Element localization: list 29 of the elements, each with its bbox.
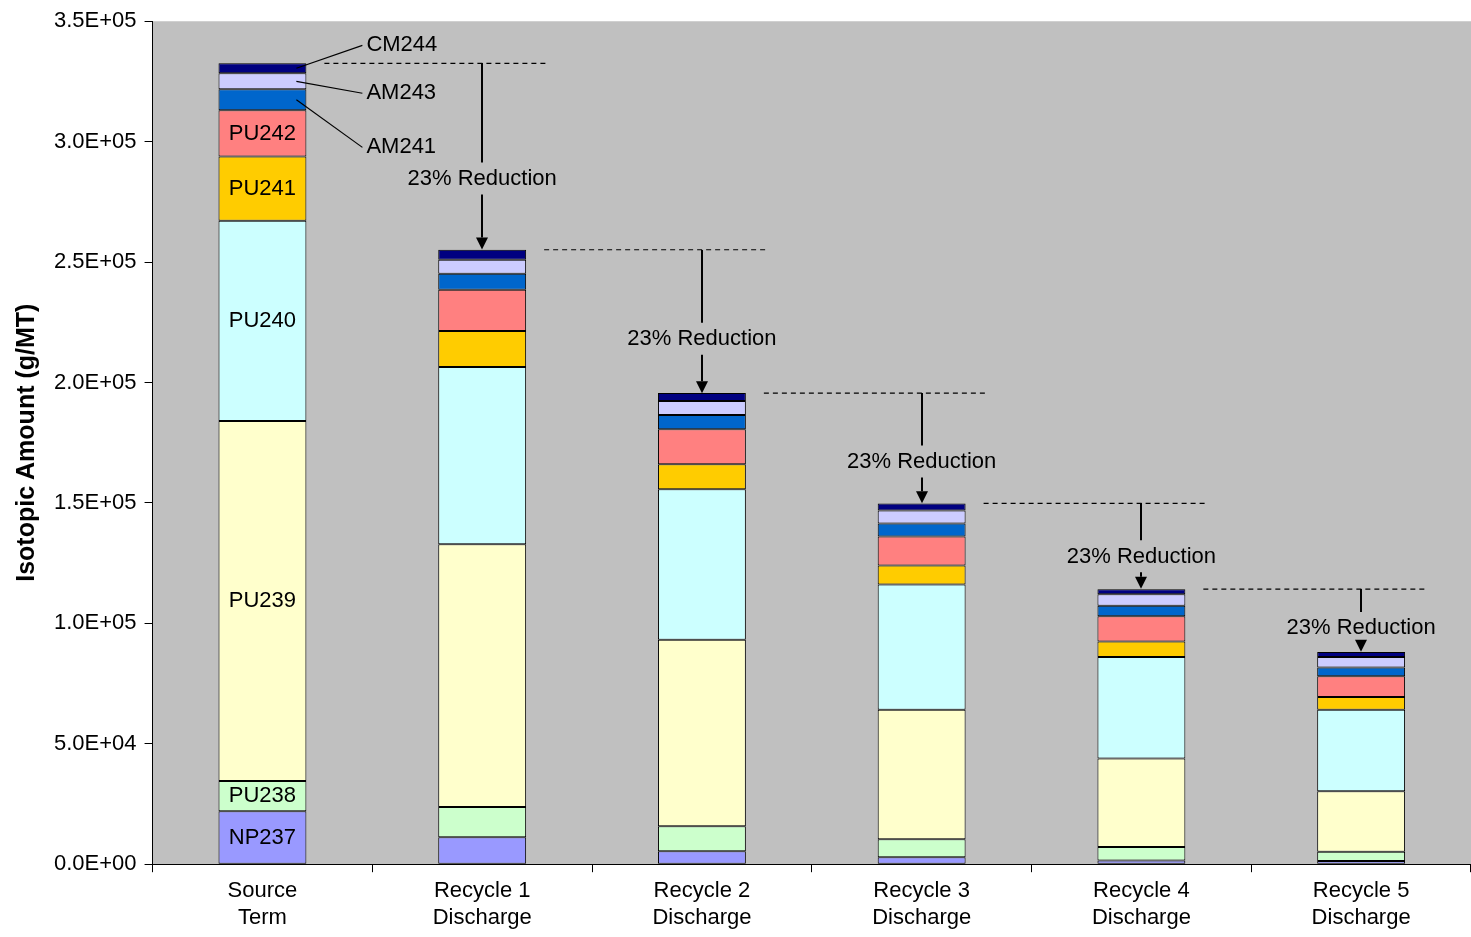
series-label: NP237 xyxy=(228,823,297,849)
y-tick-label: 0.0E+00 xyxy=(54,850,137,876)
x-tick-label: Recycle 3 Discharge xyxy=(872,877,972,929)
annotation: 23% Reduction xyxy=(627,324,777,350)
x-tick-label: Recycle 2 Discharge xyxy=(652,877,752,929)
text: CM244 xyxy=(366,31,438,57)
x-tick-label: Recycle 5 Discharge xyxy=(1311,877,1411,929)
text: AM243 xyxy=(366,79,437,105)
x-tick-label: Recycle 4 Discharge xyxy=(1091,877,1191,929)
series-label: PU241 xyxy=(228,174,297,200)
y-tick-label: 3.5E+05 xyxy=(54,7,137,33)
y-tick-label: 2.0E+05 xyxy=(54,368,137,394)
series-label: PU240 xyxy=(228,306,297,332)
annotation: 23% Reduction xyxy=(1066,542,1216,568)
series-label: PU239 xyxy=(228,587,297,613)
text: AM241 xyxy=(366,133,437,159)
y-tick-label: 3.0E+05 xyxy=(54,127,137,153)
y-axis-title: Isotopic Amount (g/MT) xyxy=(10,303,39,582)
y-tick-label: 1.0E+05 xyxy=(54,609,137,635)
y-tick-label: 5.0E+04 xyxy=(54,729,137,755)
y-tick-label: 2.5E+05 xyxy=(54,248,137,274)
x-tick-label: Source Term xyxy=(227,877,298,929)
x-tick-label: Recycle 1 Discharge xyxy=(432,877,532,929)
y-tick-label: 1.5E+05 xyxy=(54,488,137,514)
series-label: PU242 xyxy=(228,119,297,145)
annotation: 23% Reduction xyxy=(847,447,997,473)
annotation: 23% Reduction xyxy=(407,165,557,190)
annotation: 23% Reduction xyxy=(1286,614,1436,640)
series-label: PU238 xyxy=(228,782,297,808)
